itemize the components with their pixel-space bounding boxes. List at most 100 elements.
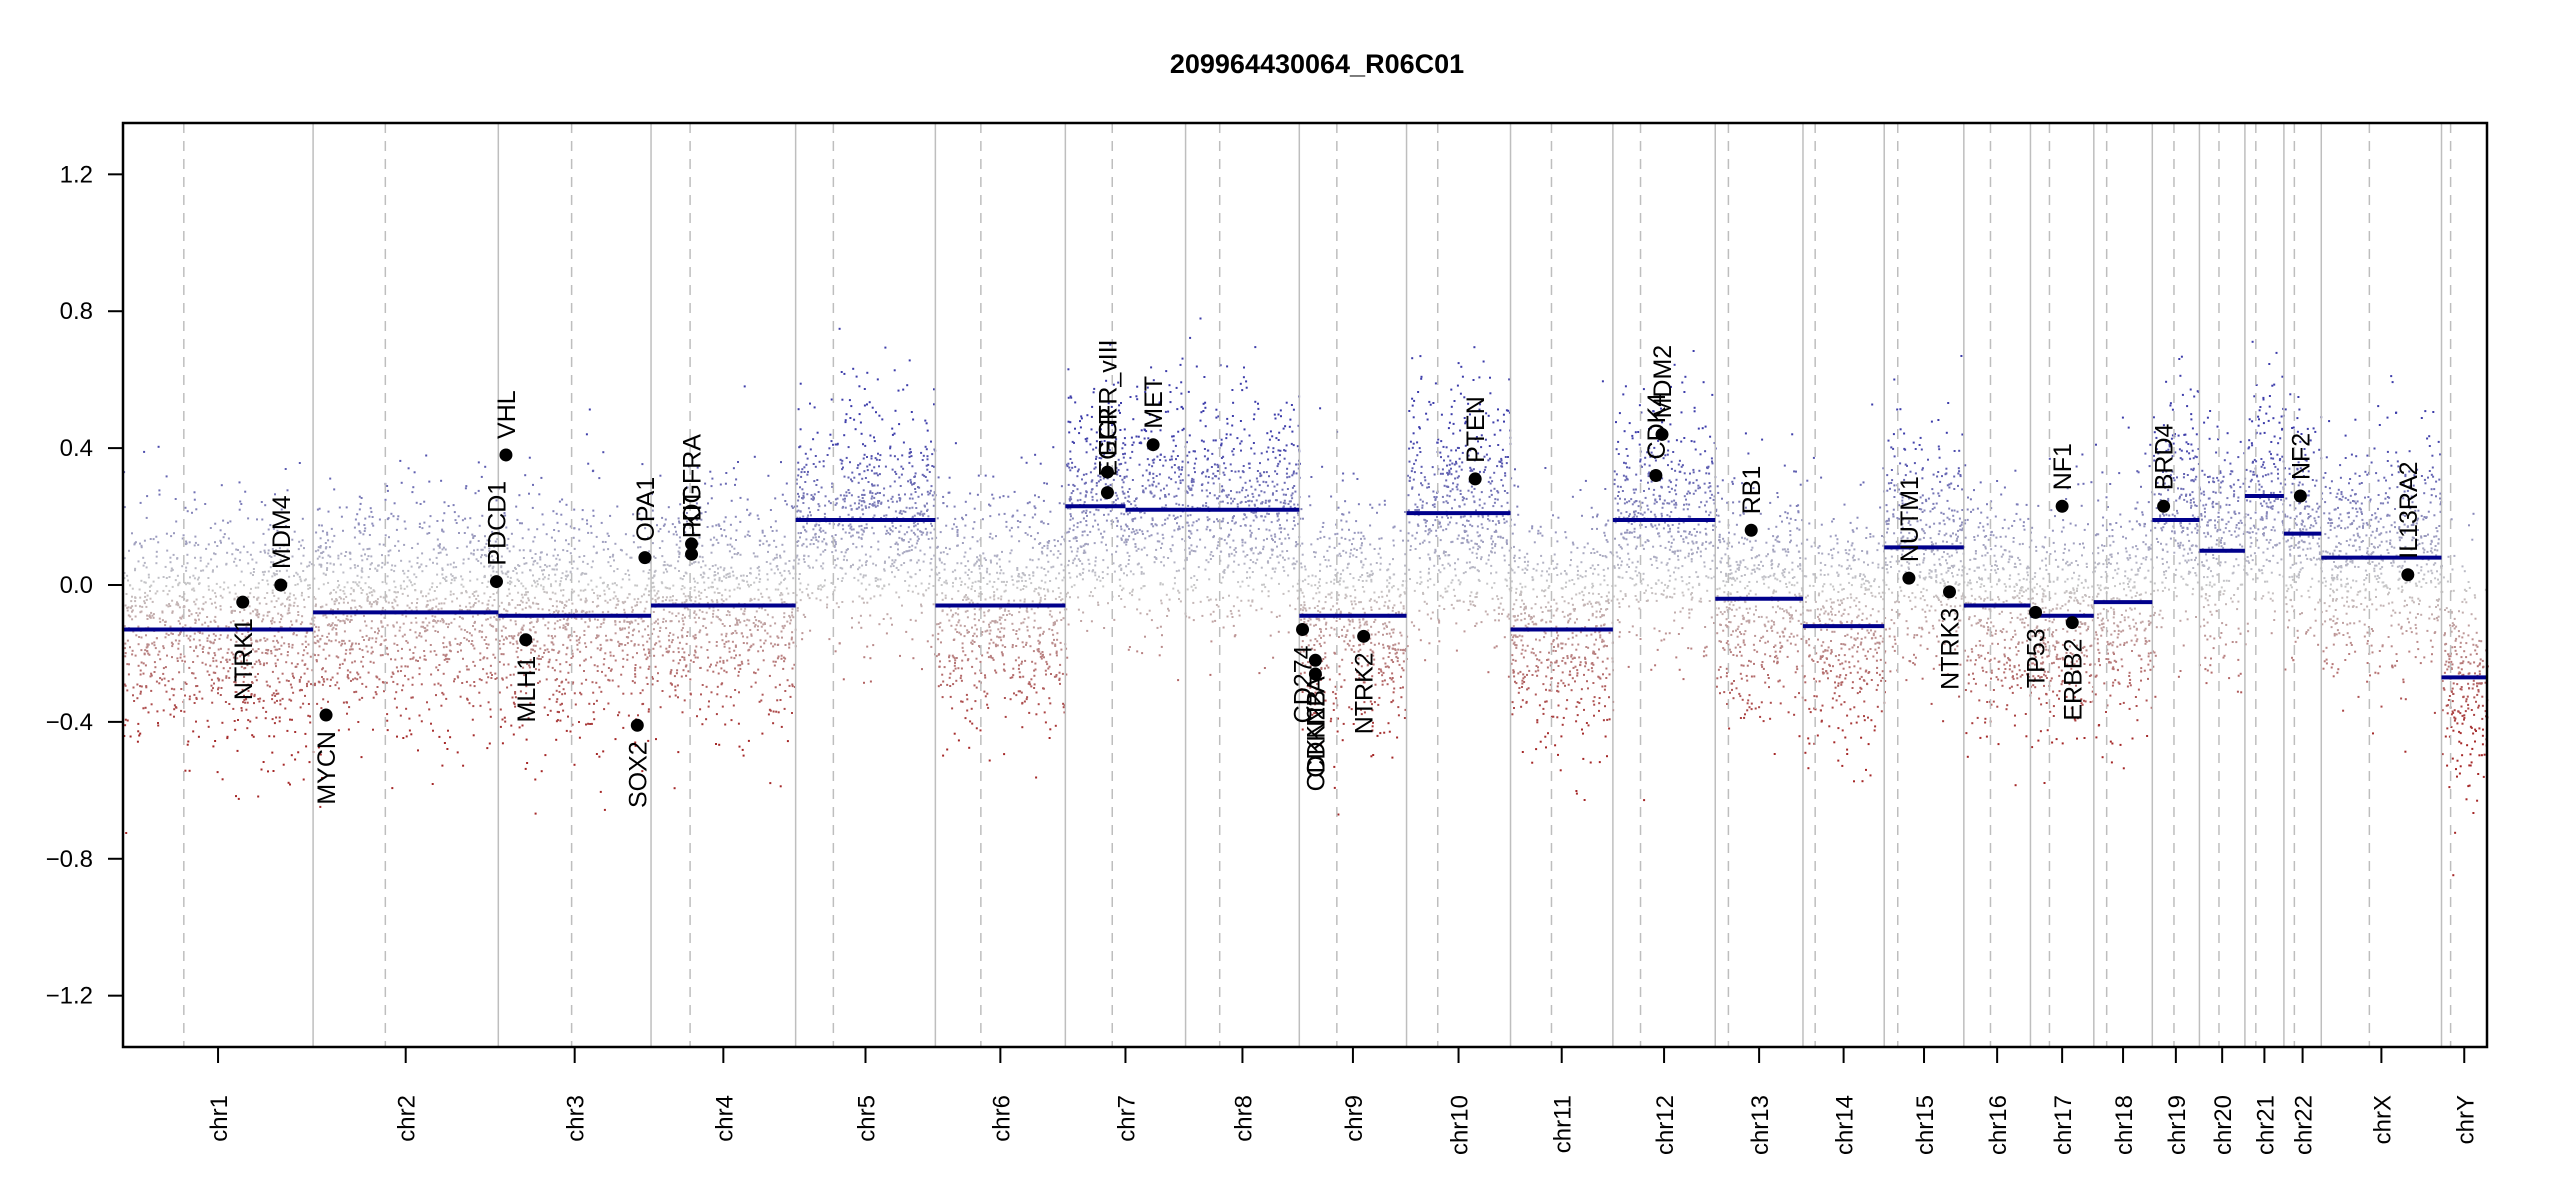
probe-point (824, 579, 826, 582)
probe-point (620, 586, 623, 589)
probe-point (386, 561, 389, 564)
probe-point (238, 508, 241, 511)
probe-point (820, 486, 823, 489)
probe-point (670, 564, 673, 567)
probe-point (739, 587, 741, 590)
probe-point (213, 652, 216, 654)
probe-point (716, 601, 719, 604)
probe-point (756, 629, 759, 631)
probe-point (287, 643, 290, 646)
probe-point (520, 599, 523, 602)
probe-point (922, 521, 925, 524)
probe-point (137, 560, 140, 563)
probe-point (227, 626, 230, 629)
probe-point (953, 657, 956, 660)
probe-point (591, 610, 594, 613)
probe-point (183, 605, 186, 608)
probe-point (1025, 643, 1027, 646)
probe-point (735, 576, 738, 579)
probe-point (759, 539, 762, 542)
probe-point (633, 644, 636, 647)
probe-point (343, 620, 346, 623)
probe-point (559, 600, 562, 603)
probe-point (662, 608, 665, 611)
probe-point (754, 623, 757, 626)
probe-point (225, 658, 228, 661)
probe-point (297, 611, 300, 613)
probe-point (529, 702, 532, 705)
probe-point (844, 421, 847, 424)
probe-point (380, 566, 383, 569)
probe-point (861, 533, 864, 536)
probe-point (674, 567, 677, 570)
probe-point (385, 646, 388, 649)
probe-point (485, 672, 488, 675)
probe-point (139, 669, 142, 672)
probe-point (155, 550, 158, 553)
probe-point (564, 574, 567, 577)
probe-point (464, 517, 467, 520)
probe-point (265, 648, 268, 651)
probe-point (593, 702, 595, 705)
probe-point (960, 584, 963, 586)
probe-point (931, 465, 934, 467)
probe-point (360, 576, 363, 579)
probe-point (195, 646, 198, 649)
probe-point (865, 564, 868, 566)
probe-point (194, 567, 197, 570)
probe-point (838, 515, 841, 518)
probe-point (555, 568, 558, 571)
probe-point (991, 657, 994, 660)
probe-point (1036, 648, 1039, 651)
probe-point (194, 622, 197, 624)
probe-point (544, 649, 547, 652)
probe-point (270, 620, 272, 623)
probe-point (247, 719, 250, 722)
probe-point (528, 666, 531, 669)
probe-point (286, 729, 289, 732)
probe-point (761, 529, 764, 532)
probe-point (603, 808, 606, 811)
probe-point (813, 480, 816, 483)
probe-point (257, 795, 260, 798)
probe-point (212, 687, 214, 690)
probe-point (924, 527, 927, 530)
probe-point (299, 623, 302, 626)
probe-point (234, 557, 237, 560)
probe-point (873, 484, 876, 487)
probe-point (185, 566, 188, 569)
probe-point (654, 600, 657, 603)
probe-point (319, 805, 322, 808)
probe-point (411, 676, 414, 679)
probe-point (752, 622, 755, 624)
probe-point (281, 672, 284, 675)
probe-point (411, 491, 414, 494)
probe-point (1025, 641, 1028, 644)
probe-point (1020, 576, 1023, 579)
probe-point (444, 548, 447, 551)
probe-point (780, 574, 783, 577)
probe-point (295, 571, 298, 574)
probe-point (933, 448, 936, 451)
probe-point (599, 625, 602, 628)
probe-point (370, 555, 373, 558)
probe-point (353, 599, 356, 602)
probe-point (914, 502, 917, 505)
probe-point (963, 625, 966, 628)
probe-point (489, 671, 492, 674)
probe-point (838, 642, 841, 645)
probe-point (875, 472, 878, 475)
probe-point (369, 601, 371, 604)
probe-point (534, 812, 537, 815)
probe-point (677, 751, 680, 754)
probe-point (458, 532, 460, 534)
probe-point (538, 657, 541, 660)
probe-point (837, 606, 840, 609)
probe-point (265, 710, 268, 713)
probe-point (914, 524, 917, 527)
probe-point (308, 564, 311, 567)
probe-point (1010, 535, 1013, 538)
probe-point (258, 659, 260, 662)
probe-point (418, 673, 421, 676)
probe-point (319, 545, 322, 547)
